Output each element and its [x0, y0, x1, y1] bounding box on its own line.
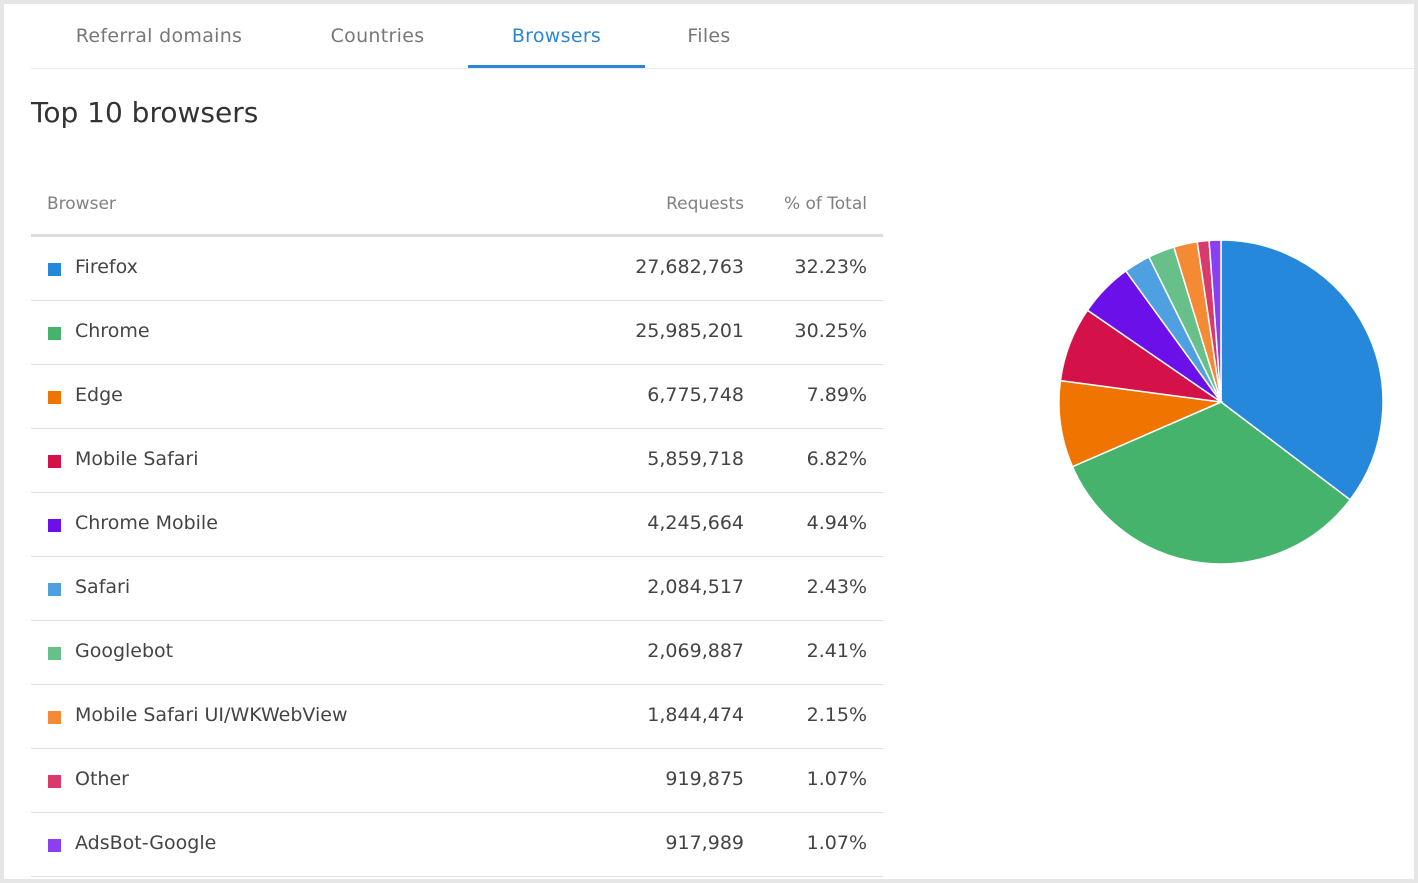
pct-value: 1.07%: [806, 768, 867, 790]
requests-value: 4,245,664: [647, 512, 744, 534]
table-row[interactable]: AdsBot-Google 917,989 1.07%: [31, 813, 883, 877]
pie-slice-adsbot-google[interactable]: [1208, 239, 1222, 403]
pct-value: 30.25%: [794, 320, 867, 342]
pie-slice-edge[interactable]: [1058, 379, 1224, 468]
browser-pie-chart: [1058, 239, 1384, 565]
table-row[interactable]: Chrome Mobile 4,245,664 4.94%: [31, 493, 883, 557]
pie-slice-chrome[interactable]: [1071, 401, 1352, 565]
pct-value: 2.43%: [806, 576, 867, 598]
tab-referral-domains[interactable]: Referral domains: [75, 24, 243, 47]
browser-name: Chrome Mobile: [75, 512, 218, 534]
browser-name: Safari: [75, 576, 131, 598]
table-row[interactable]: Mobile Safari UI/WKWebView 1,844,474 2.15%: [31, 685, 883, 749]
requests-value: 919,875: [665, 768, 744, 790]
tab-files[interactable]: Files: [687, 24, 731, 47]
pct-value: 2.41%: [806, 640, 867, 662]
section-title: Top 10 browsers: [31, 96, 259, 129]
table-row[interactable]: Edge 6,775,748 7.89%: [31, 365, 883, 429]
legend-swatch: [48, 711, 61, 724]
legend-swatch: [48, 839, 61, 852]
requests-value: 6,775,748: [647, 384, 744, 406]
pie-slice-firefox[interactable]: [1220, 239, 1384, 501]
legend-swatch: [48, 583, 61, 596]
tab-countries[interactable]: Countries: [330, 24, 425, 47]
browser-name: Googlebot: [75, 640, 174, 662]
column-header-pct[interactable]: % of Total: [783, 194, 867, 214]
legend-swatch: [48, 647, 61, 660]
pct-value: 32.23%: [794, 256, 867, 278]
requests-value: 1,844,474: [647, 704, 744, 726]
table-row[interactable]: Googlebot 2,069,887 2.41%: [31, 621, 883, 685]
pct-value: 6.82%: [806, 448, 867, 470]
column-header-requests[interactable]: Requests: [666, 194, 744, 214]
table-header: Browser Requests % of Total: [31, 172, 883, 237]
pct-value: 2.15%: [806, 704, 867, 726]
requests-value: 27,682,763: [635, 256, 744, 278]
table-row[interactable]: Chrome 25,985,201 30.25%: [31, 301, 883, 365]
pct-value: 4.94%: [806, 512, 867, 534]
column-header-browser[interactable]: Browser: [47, 194, 116, 214]
legend-swatch: [48, 455, 61, 468]
table-row[interactable]: Mobile Safari 5,859,718 6.82%: [31, 429, 883, 493]
legend-swatch: [48, 391, 61, 404]
pct-value: 7.89%: [806, 384, 867, 406]
pct-value: 1.07%: [806, 832, 867, 854]
browser-name: Other: [75, 768, 129, 790]
browser-name: Firefox: [75, 256, 138, 278]
requests-value: 917,989: [665, 832, 744, 854]
browser-name: Mobile Safari UI/WKWebView: [75, 704, 348, 726]
browsers-table: Browser Requests % of Total Firefox 27,68…: [31, 172, 883, 877]
requests-value: 2,069,887: [647, 640, 744, 662]
table-row[interactable]: Other 919,875 1.07%: [31, 749, 883, 813]
requests-value: 25,985,201: [635, 320, 744, 342]
legend-swatch: [48, 327, 61, 340]
requests-value: 5,859,718: [647, 448, 744, 470]
tab-bar: Referral domains Countries Browsers File…: [31, 4, 1414, 69]
browser-name: Chrome: [75, 320, 150, 342]
legend-swatch: [48, 519, 61, 532]
table-row[interactable]: Safari 2,084,517 2.43%: [31, 557, 883, 621]
legend-swatch: [48, 775, 61, 788]
requests-value: 2,084,517: [647, 576, 744, 598]
browser-name: Mobile Safari: [75, 448, 199, 470]
browser-name: AdsBot-Google: [75, 832, 217, 854]
active-tab-indicator: [468, 65, 645, 68]
browser-name: Edge: [75, 384, 123, 406]
legend-swatch: [48, 263, 61, 276]
tab-browsers[interactable]: Browsers: [511, 24, 602, 47]
table-row[interactable]: Firefox 27,682,763 32.23%: [31, 237, 883, 301]
table-body: Firefox 27,682,763 32.23% Chrome 25,985,201 3…: [31, 237, 883, 877]
